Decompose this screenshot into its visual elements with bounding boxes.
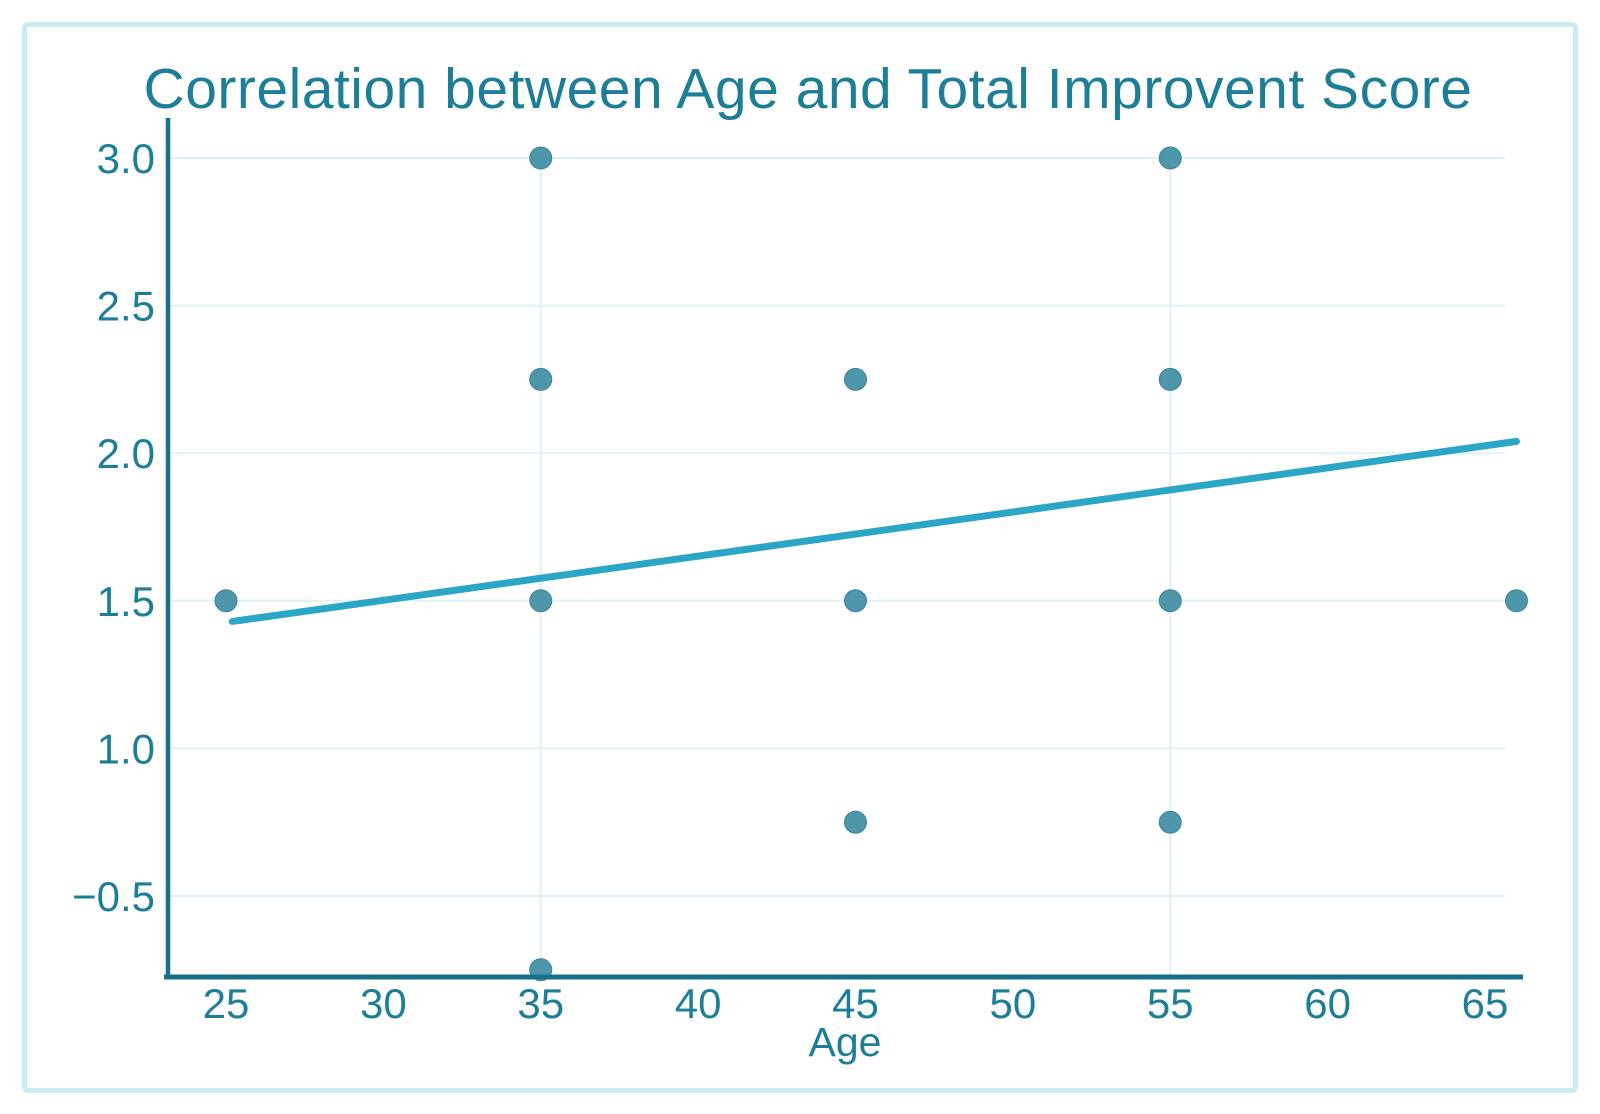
data-point [529, 589, 553, 613]
x-tick-label: 60 [1304, 980, 1351, 1027]
data-point [1158, 367, 1182, 391]
y-tick-label: 2.5 [97, 283, 155, 330]
data-point [1158, 589, 1182, 613]
card-frame [22, 22, 1578, 1093]
x-tick-label: 50 [990, 980, 1037, 1027]
y-tick-label: 2.0 [97, 430, 155, 477]
data-point [1158, 810, 1182, 834]
trend-line [228, 437, 1520, 625]
data-point [1158, 146, 1182, 170]
data-point [529, 367, 553, 391]
x-tick-label: 25 [203, 980, 250, 1027]
chart-title: Correlation between Age and Total Improv… [143, 57, 1473, 121]
data-point [844, 367, 867, 391]
data-point [214, 589, 238, 613]
y-tick-label: 1.0 [97, 725, 155, 772]
x-tick-label: 40 [675, 980, 722, 1027]
data-point [844, 810, 867, 834]
x-tick-label: 30 [360, 980, 407, 1027]
data-point [529, 146, 553, 170]
y-tick-label: 1.5 [97, 578, 155, 625]
x-axis-title: Age [809, 1019, 882, 1065]
x-tick-label: 35 [517, 980, 564, 1027]
y-tick-label: −0.5 [72, 873, 155, 920]
x-tick-label: 55 [1147, 980, 1194, 1027]
y-tick-label: 3.0 [97, 135, 155, 182]
data-point [844, 589, 867, 613]
x-tick-label: 65 [1462, 980, 1509, 1027]
data-point [1504, 589, 1528, 613]
x-tick-label: 45 [832, 980, 879, 1027]
